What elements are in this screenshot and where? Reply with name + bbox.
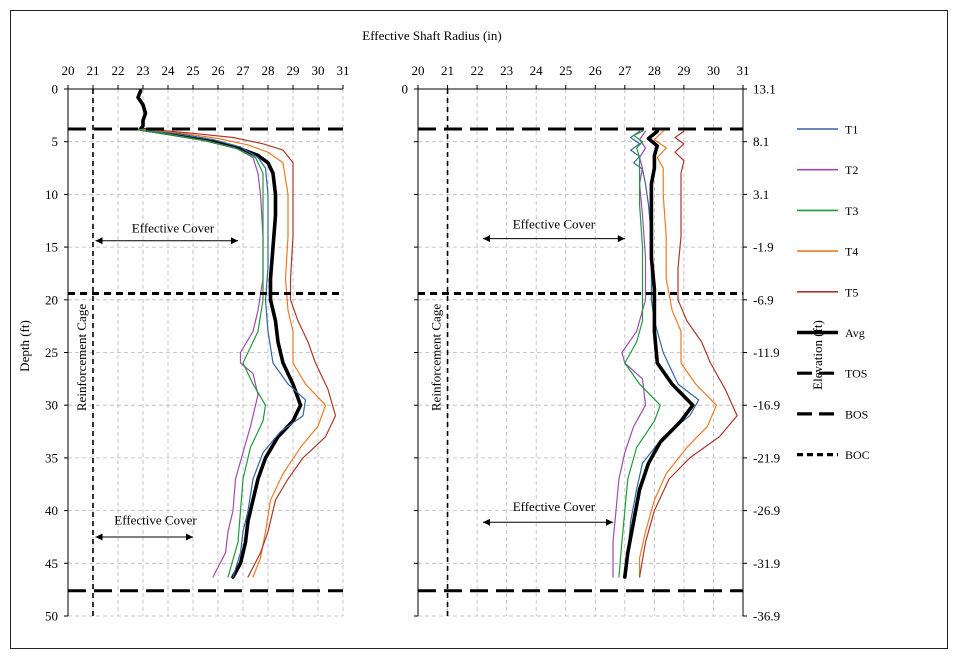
- effective-cover-label: Effective Cover: [132, 221, 215, 236]
- x-tick-label: 27: [618, 63, 632, 78]
- reference-lines-layer: [68, 89, 743, 616]
- x-tick-label: 24: [530, 63, 544, 78]
- series-layer: [132, 89, 738, 579]
- effective-cover-label: Effective Cover: [513, 499, 596, 514]
- x-tick-label: 29: [287, 63, 300, 78]
- legend-label-t4: T4: [845, 245, 858, 259]
- x-tick-label: 23: [137, 63, 150, 78]
- reinforcement-cage-label: Reinforcement Cage: [74, 304, 89, 411]
- series-line-avg: [136, 89, 303, 579]
- series-line-t3: [134, 128, 267, 578]
- legend-label-t5: T5: [845, 285, 858, 299]
- elevation-tick-label: -26.9: [753, 503, 780, 518]
- legend-label-t3: T3: [845, 204, 858, 218]
- legend-label-tos: TOS: [845, 367, 867, 381]
- arrowhead-left: [483, 518, 490, 526]
- elevation-tick-label: 8.1: [753, 134, 769, 149]
- chart-border: [10, 10, 948, 649]
- series-line-t4: [638, 130, 718, 578]
- series-line-avg: [622, 129, 695, 579]
- depth-tick-label: 15: [45, 240, 58, 255]
- effective-cover-label: Effective Cover: [513, 216, 596, 231]
- x-tick-label: 31: [337, 63, 350, 78]
- legend-label-t1: T1: [845, 123, 858, 137]
- depth-tick-label: 0: [52, 82, 59, 97]
- elevation-tick-label: -36.9: [753, 609, 780, 624]
- x-tick-label: 27: [237, 63, 251, 78]
- left-axis-title: Depth (ft): [17, 320, 32, 372]
- x-tick-label: 26: [212, 63, 226, 78]
- elevation-tick-label: -16.9: [753, 398, 780, 413]
- legend: T1 T2 T3 T4 T5 Avg TOS BOS BOC: [797, 123, 870, 462]
- depth-tick-label: 0: [402, 82, 409, 97]
- labels-layer: Effective Shaft Radius (in) Depth (ft) E…: [17, 28, 825, 624]
- elevation-tick-label: 3.1: [753, 187, 769, 202]
- arrowhead-left: [483, 235, 490, 243]
- legend-label-bos: BOS: [845, 407, 868, 421]
- elevation-tick-label: 13.1: [753, 82, 776, 97]
- x-tick-label: 21: [87, 63, 100, 78]
- legend-label-t2: T2: [845, 163, 858, 177]
- elevation-tick-label: -6.9: [753, 292, 774, 307]
- x-tick-label: 26: [589, 63, 603, 78]
- grid-layer: [64, 85, 747, 617]
- x-tick-label: 31: [737, 63, 750, 78]
- reinforcement-cage-label: Reinforcement Cage: [429, 304, 444, 411]
- legend-label-avg: Avg: [845, 326, 865, 340]
- elevation-tick-label: -11.9: [753, 345, 780, 360]
- series-line-t5: [638, 130, 738, 578]
- depth-tick-label: 25: [45, 345, 58, 360]
- x-tick-label: 29: [677, 63, 690, 78]
- depth-tick-label: 30: [45, 398, 58, 413]
- x-tick-label: 23: [500, 63, 513, 78]
- x-tick-label: 22: [112, 63, 125, 78]
- arrowhead-right: [606, 518, 613, 526]
- elevation-tick-label: -31.9: [753, 556, 780, 571]
- x-tick-label: 20: [412, 63, 425, 78]
- x-tick-label: 28: [262, 63, 275, 78]
- arrowhead-right: [231, 237, 238, 245]
- depth-tick-label: 35: [45, 450, 58, 465]
- x-tick-label: 21: [441, 63, 454, 78]
- right-axis-title: Elevation (ft): [810, 320, 825, 390]
- depth-tick-label: 45: [45, 556, 58, 571]
- series-line-t1: [624, 130, 700, 578]
- depth-tick-label: 20: [45, 292, 58, 307]
- arrowhead-right: [617, 235, 625, 243]
- elevation-tick-label: -1.9: [753, 240, 774, 255]
- arrowhead-left: [95, 533, 103, 541]
- x-tick-label: 25: [187, 63, 200, 78]
- depth-tick-label: 40: [45, 503, 58, 518]
- x-tick-label: 24: [162, 63, 176, 78]
- x-tick-label: 30: [707, 63, 720, 78]
- top-axis-title: Effective Shaft Radius (in): [362, 28, 501, 43]
- series-line-t4: [142, 128, 327, 578]
- depth-tick-label: 5: [52, 134, 59, 149]
- series-line-t1: [137, 128, 307, 578]
- elevation-tick-label: -21.9: [753, 450, 780, 465]
- depth-tick-label: 10: [45, 187, 58, 202]
- effective-cover-label: Effective Cover: [114, 513, 197, 528]
- arrowhead-right: [186, 533, 193, 541]
- arrowhead-left: [95, 237, 103, 245]
- x-tick-label: 25: [559, 63, 572, 78]
- depth-tick-label: 50: [45, 609, 58, 624]
- series-line-t5: [147, 128, 337, 578]
- x-tick-label: 30: [312, 63, 325, 78]
- x-tick-label: 28: [648, 63, 661, 78]
- legend-label-boc: BOC: [845, 448, 870, 462]
- series-line-t3: [618, 130, 661, 578]
- x-tick-label: 22: [471, 63, 484, 78]
- x-tick-label: 20: [62, 63, 75, 78]
